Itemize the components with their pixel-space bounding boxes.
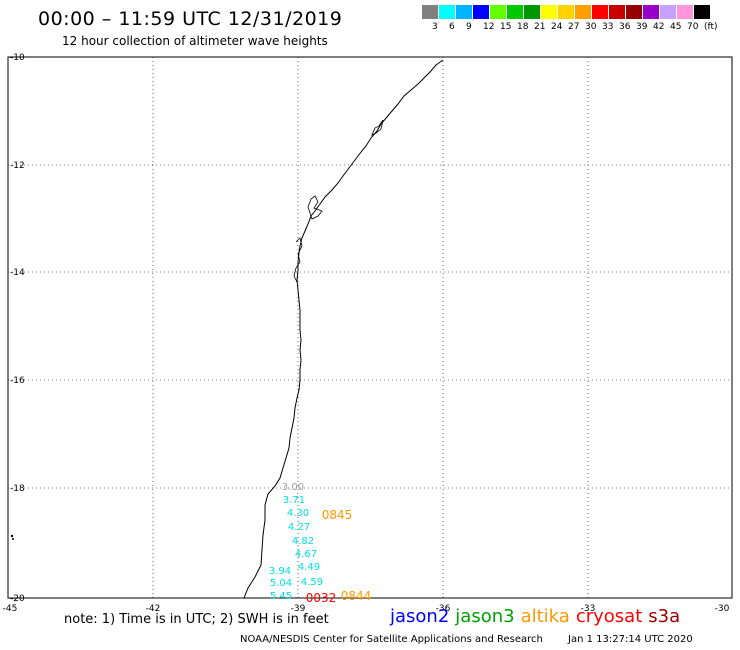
scale-label: 15 [500, 22, 512, 32]
scale-swatch [422, 5, 439, 19]
lon-tick-label: -30 [715, 604, 730, 614]
swh-value: 3.94 [269, 566, 291, 577]
island-mark [12, 538, 14, 540]
lon-tick-label: -39 [291, 604, 306, 614]
legend-cryosat: cryosat [575, 606, 643, 627]
legend-jason2: jason2 [390, 606, 450, 627]
scale-swatch [575, 5, 592, 19]
scale-swatch [609, 5, 626, 19]
footnote: note: 1) Time is in UTC; 2) SWH is in fe… [64, 612, 329, 627]
footer-org: NOAA/NESDIS Center for Satellite Applica… [240, 634, 543, 645]
lat-tick-label: -18 [10, 484, 25, 494]
scale-label: 33 [602, 22, 614, 32]
scale-label: 6 [449, 22, 455, 32]
scale-swatch [473, 5, 490, 19]
satellite-legend: jason2 jason3 altika cryosat s3a [390, 606, 686, 627]
scale-swatch [558, 5, 575, 19]
island-mark [10, 534, 14, 538]
swh-value: 3.00 [282, 482, 304, 493]
scale-swatch [626, 5, 643, 19]
footer-timestamp: Jan 1 13:27:14 UTC 2020 [568, 634, 693, 645]
scale-label: 42 [653, 22, 665, 32]
chart-subtitle: 12 hour collection of altimeter wave hei… [62, 34, 328, 48]
scale-swatch [660, 5, 677, 19]
coast-bay [307, 195, 323, 220]
lon-tick-label: -45 [3, 604, 18, 614]
swh-value: 4.59 [301, 577, 323, 588]
coast-inlet [371, 119, 384, 136]
scale-label: 30 [585, 22, 597, 32]
swh-value: 4.30 [287, 508, 309, 519]
scale-label: (ft) [704, 22, 718, 32]
coastline [243, 59, 444, 599]
legend-s3a: s3a [648, 606, 681, 627]
scale-label: 18 [517, 22, 529, 32]
footer: NOAA/NESDIS Center for Satellite Applica… [240, 634, 693, 645]
swh-value: 4.27 [288, 522, 310, 533]
scale-label: 39 [636, 22, 648, 32]
scale-label: 3 [432, 22, 438, 32]
lon-tick-label: -33 [581, 604, 596, 614]
scale-swatch [524, 5, 541, 19]
lat-tick-label: -12 [10, 161, 25, 171]
scale-swatch [592, 5, 609, 19]
pass-time-label: 0032 [306, 591, 337, 605]
lat-tick-label: -14 [10, 268, 25, 278]
chart-title: 00:00 – 11:59 UTC 12/31/2019 [38, 8, 343, 30]
swh-value: 4.49 [298, 562, 320, 573]
legend-jason3: jason3 [455, 606, 515, 627]
scale-swatch [677, 5, 694, 19]
swh-value: 5.45 [270, 591, 292, 602]
scale-swatch [643, 5, 660, 19]
lon-tick-label: -42 [146, 604, 161, 614]
scale-label: 27 [568, 22, 580, 32]
scale-label: 9 [466, 22, 472, 32]
scale-swatch [507, 5, 524, 19]
map-frame [7, 56, 733, 599]
pass-time-label: 0844 [341, 589, 372, 603]
scale-label: 24 [551, 22, 563, 32]
scale-label: 45 [670, 22, 682, 32]
scale-label: 21 [534, 22, 546, 32]
color-scale-bar [422, 5, 711, 19]
swh-value: 4.67 [295, 549, 317, 560]
lat-tick-label: -10 [10, 53, 25, 63]
scale-swatch [541, 5, 558, 19]
scale-swatch [439, 5, 456, 19]
scale-label: 12 [483, 22, 495, 32]
scale-swatch [456, 5, 473, 19]
pass-time-label: 0845 [322, 508, 353, 522]
lat-tick-label: -20 [10, 594, 25, 604]
swh-value: 4.82 [292, 536, 314, 547]
scale-swatch [694, 5, 711, 19]
legend-altika: altika [520, 606, 570, 627]
color-scale-labels: 3 6 9 12 15 18 21 24 27 30 33 36 39 42 45 70 (ft) [422, 22, 740, 34]
scale-label: 36 [619, 22, 631, 32]
lon-tick-label: -36 [436, 604, 451, 614]
swh-value: 5.04 [270, 578, 292, 589]
lat-tick-label: -16 [10, 376, 25, 386]
swh-value: 3.71 [283, 495, 305, 506]
scale-label: 70 [687, 22, 699, 32]
scale-swatch [490, 5, 507, 19]
coast-lagoon [293, 237, 303, 283]
